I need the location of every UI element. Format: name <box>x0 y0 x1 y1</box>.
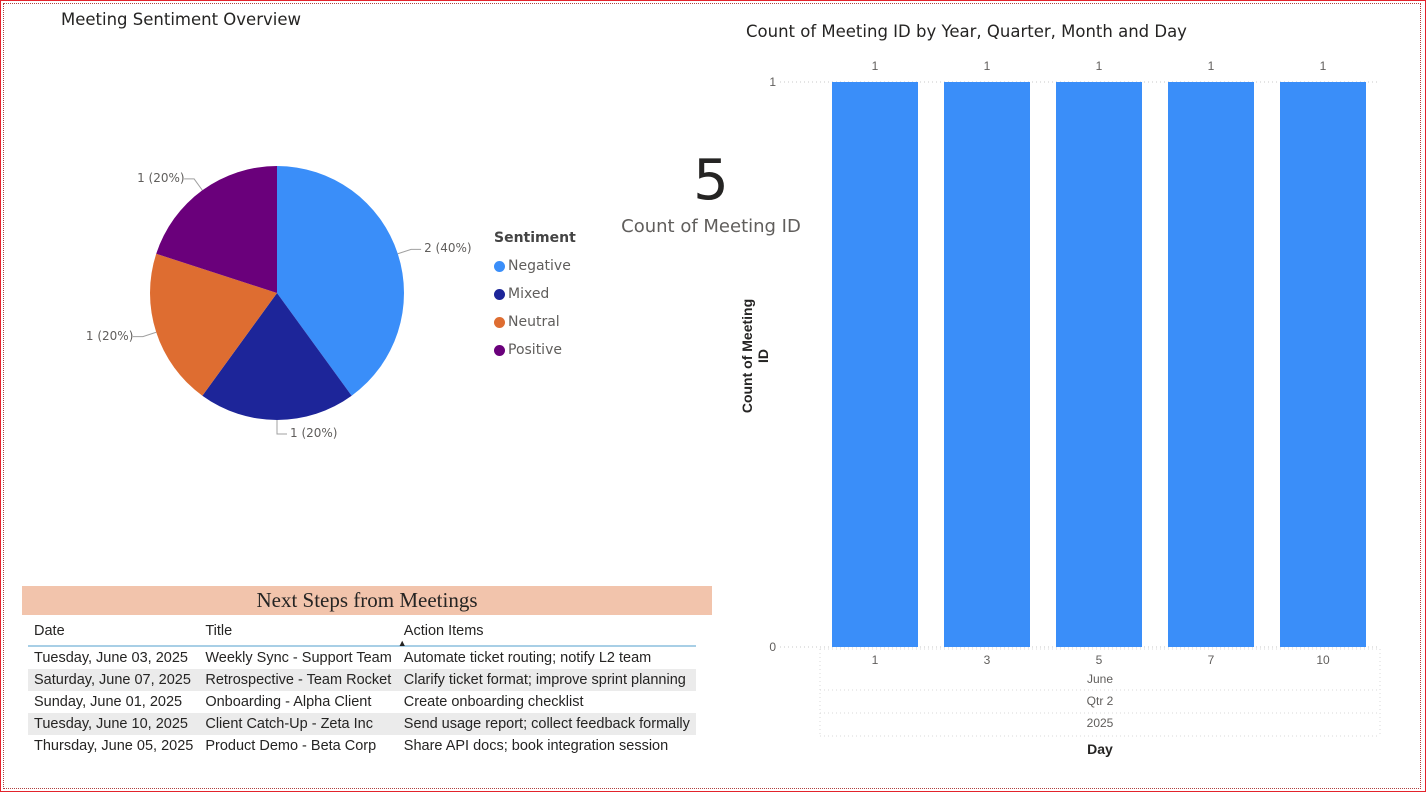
sort-ascending-icon[interactable]: ▲ <box>397 638 407 648</box>
x-axis-title: Day <box>1087 741 1113 757</box>
y-axis-title: Count of Meeting ID <box>739 298 771 414</box>
bar[interactable] <box>832 82 918 647</box>
next-steps-table: Date Title Action Items ▲ Tuesday, June 0… <box>28 617 696 757</box>
pie-leader-line <box>184 178 203 191</box>
legend-dot-icon <box>494 288 505 300</box>
table-row[interactable]: Tuesday, June 03, 2025 Weekly Sync - Supp… <box>28 646 696 669</box>
legend-dot-icon <box>494 316 505 328</box>
pie-data-label: 1 (20%) <box>137 170 185 185</box>
x-month-label: June <box>1087 672 1113 686</box>
cell-title: Product Demo - Beta Corp <box>205 738 377 754</box>
legend-item-neutral[interactable]: Neutral <box>494 308 576 336</box>
x-tick-label: 10 <box>1316 653 1330 667</box>
legend-item-positive[interactable]: Positive <box>494 336 576 364</box>
cell-action-items: Clarify ticket format; improve sprint pl… <box>403 672 686 688</box>
column-header-date[interactable]: Date <box>34 623 65 639</box>
cell-action-items: Share API docs; book integration session <box>403 738 669 754</box>
pie-data-label: 1 (20%) <box>290 426 338 440</box>
legend-label: Mixed <box>508 286 550 302</box>
legend-dot-icon <box>494 260 505 272</box>
meeting-count-bar-chart[interactable]: 0 1 1 1 1 3 1 5 1 7 1 10 June Qtr 2 2025 <box>740 50 1420 740</box>
table-row[interactable]: Tuesday, June 10, 2025 Client Catch-Up - … <box>28 713 696 735</box>
y-tick-label: 1 <box>769 75 776 89</box>
sentiment-pie-chart[interactable] <box>0 0 470 470</box>
pie-slice-positive[interactable] <box>156 166 277 293</box>
cell-date: Tuesday, June 10, 2025 <box>34 716 188 732</box>
bar-data-label: 1 <box>1096 59 1103 73</box>
cell-title: Client Catch-Up - Zeta Inc <box>205 716 373 732</box>
legend-title: Sentiment <box>494 230 576 246</box>
legend-label: Negative <box>508 258 571 274</box>
cell-title: Retrospective - Team Rocket <box>205 672 392 688</box>
cell-title: Onboarding - Alpha Client <box>205 694 372 710</box>
table-row[interactable]: Thursday, June 05, 2025 Product Demo - Be… <box>28 735 696 757</box>
bar-data-label: 1 <box>872 59 879 73</box>
table-header-row: Date Title Action Items ▲ <box>28 617 696 648</box>
pie-slice-neutral[interactable] <box>150 253 277 396</box>
x-year-label: 2025 <box>1087 716 1114 730</box>
cell-date: Thursday, June 05, 2025 <box>34 738 194 754</box>
bar-data-label: 1 <box>1208 59 1215 73</box>
bar[interactable] <box>1168 82 1254 647</box>
table-title: Next Steps from Meetings <box>22 586 712 615</box>
pie-data-label: 2 (40%) <box>424 241 472 256</box>
pie-leader-line <box>397 248 422 255</box>
cell-action-items: Create onboarding checklist <box>403 694 584 710</box>
y-tick-label: 0 <box>769 640 776 654</box>
table-row[interactable]: Sunday, June 01, 2025 Onboarding - Alpha … <box>28 691 696 713</box>
x-quarter-label: Qtr 2 <box>1087 694 1114 708</box>
legend-label: Positive <box>508 342 562 358</box>
cell-title: Weekly Sync - Support Team <box>205 650 392 666</box>
bar[interactable] <box>1056 82 1142 647</box>
sentiment-legend: Sentiment Negative Mixed Neutral Positiv… <box>494 230 576 364</box>
x-tick-label: 3 <box>984 653 991 667</box>
table-row[interactable]: Saturday, June 07, 2025 Retrospective - T… <box>28 669 696 691</box>
cell-action-items: Automate ticket routing; notify L2 team <box>403 650 652 666</box>
bar[interactable] <box>1280 82 1366 647</box>
x-tick-label: 7 <box>1208 653 1215 667</box>
legend-item-mixed[interactable]: Mixed <box>494 280 576 308</box>
x-tick-label: 1 <box>872 653 879 667</box>
pie-slice-negative[interactable] <box>277 166 404 396</box>
pie-slice-mixed[interactable] <box>202 293 352 420</box>
bar-data-label: 1 <box>1320 59 1327 73</box>
card-label: Count of Meeting ID <box>621 216 801 237</box>
bar-chart-title: Count of Meeting ID by Year, Quarter, Mo… <box>746 22 1187 41</box>
card-value: 5 <box>693 148 729 213</box>
pie-chart-title: Meeting Sentiment Overview <box>61 10 301 29</box>
report-page <box>3 3 1421 789</box>
legend-label: Neutral <box>508 314 560 330</box>
bar-data-label: 1 <box>984 59 991 73</box>
cell-action-items: Send usage report; collect feedback form… <box>403 716 690 732</box>
pie-data-label: 1 (20%) <box>85 328 134 343</box>
cell-date: Sunday, June 01, 2025 <box>34 694 183 710</box>
legend-item-negative[interactable]: Negative <box>494 252 576 280</box>
cell-date: Saturday, June 07, 2025 <box>34 672 191 688</box>
legend-dot-icon <box>494 344 505 356</box>
pie-leader-line <box>132 331 157 338</box>
x-tick-label: 5 <box>1096 653 1103 667</box>
column-header-action-items[interactable]: Action Items ▲ <box>397 623 484 648</box>
pie-leader-line <box>276 420 287 435</box>
column-header-title[interactable]: Title <box>205 623 233 639</box>
cell-date: Tuesday, June 03, 2025 <box>34 650 188 666</box>
bar[interactable] <box>944 82 1030 647</box>
